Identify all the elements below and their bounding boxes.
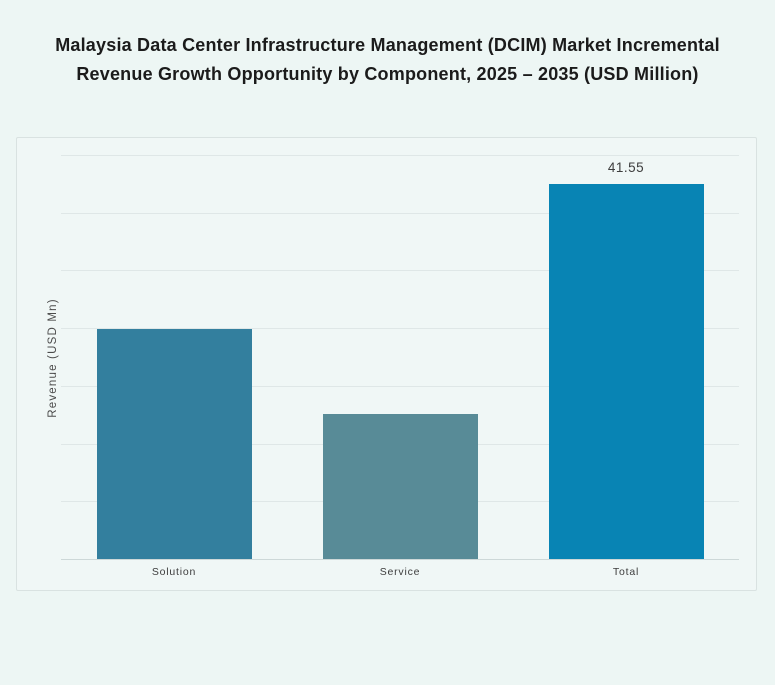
gridline — [61, 155, 739, 156]
x-axis-label-solution: Solution — [151, 566, 197, 578]
bar-service — [322, 414, 478, 559]
chart-panel: Revenue (USD Mn) Solution Service Total 41.… — [16, 137, 757, 591]
plot-area: Solution Service Total 41.55 — [61, 138, 739, 590]
gridline — [61, 212, 739, 214]
gridline — [61, 385, 739, 387]
gridline — [61, 270, 739, 272]
bar-solution — [96, 329, 252, 559]
chart-title: Malaysia Data Center Infrastructure Mana… — [55, 35, 720, 84]
data-label-total: 41.55 — [607, 160, 645, 176]
x-axis-line — [61, 559, 739, 560]
gridline — [61, 328, 739, 330]
y-axis-title: Revenue (USD Mn) — [47, 298, 59, 418]
x-axis-label-total: Total — [612, 566, 640, 578]
bar-total — [548, 184, 704, 559]
x-axis-label-service: Service — [379, 566, 421, 578]
